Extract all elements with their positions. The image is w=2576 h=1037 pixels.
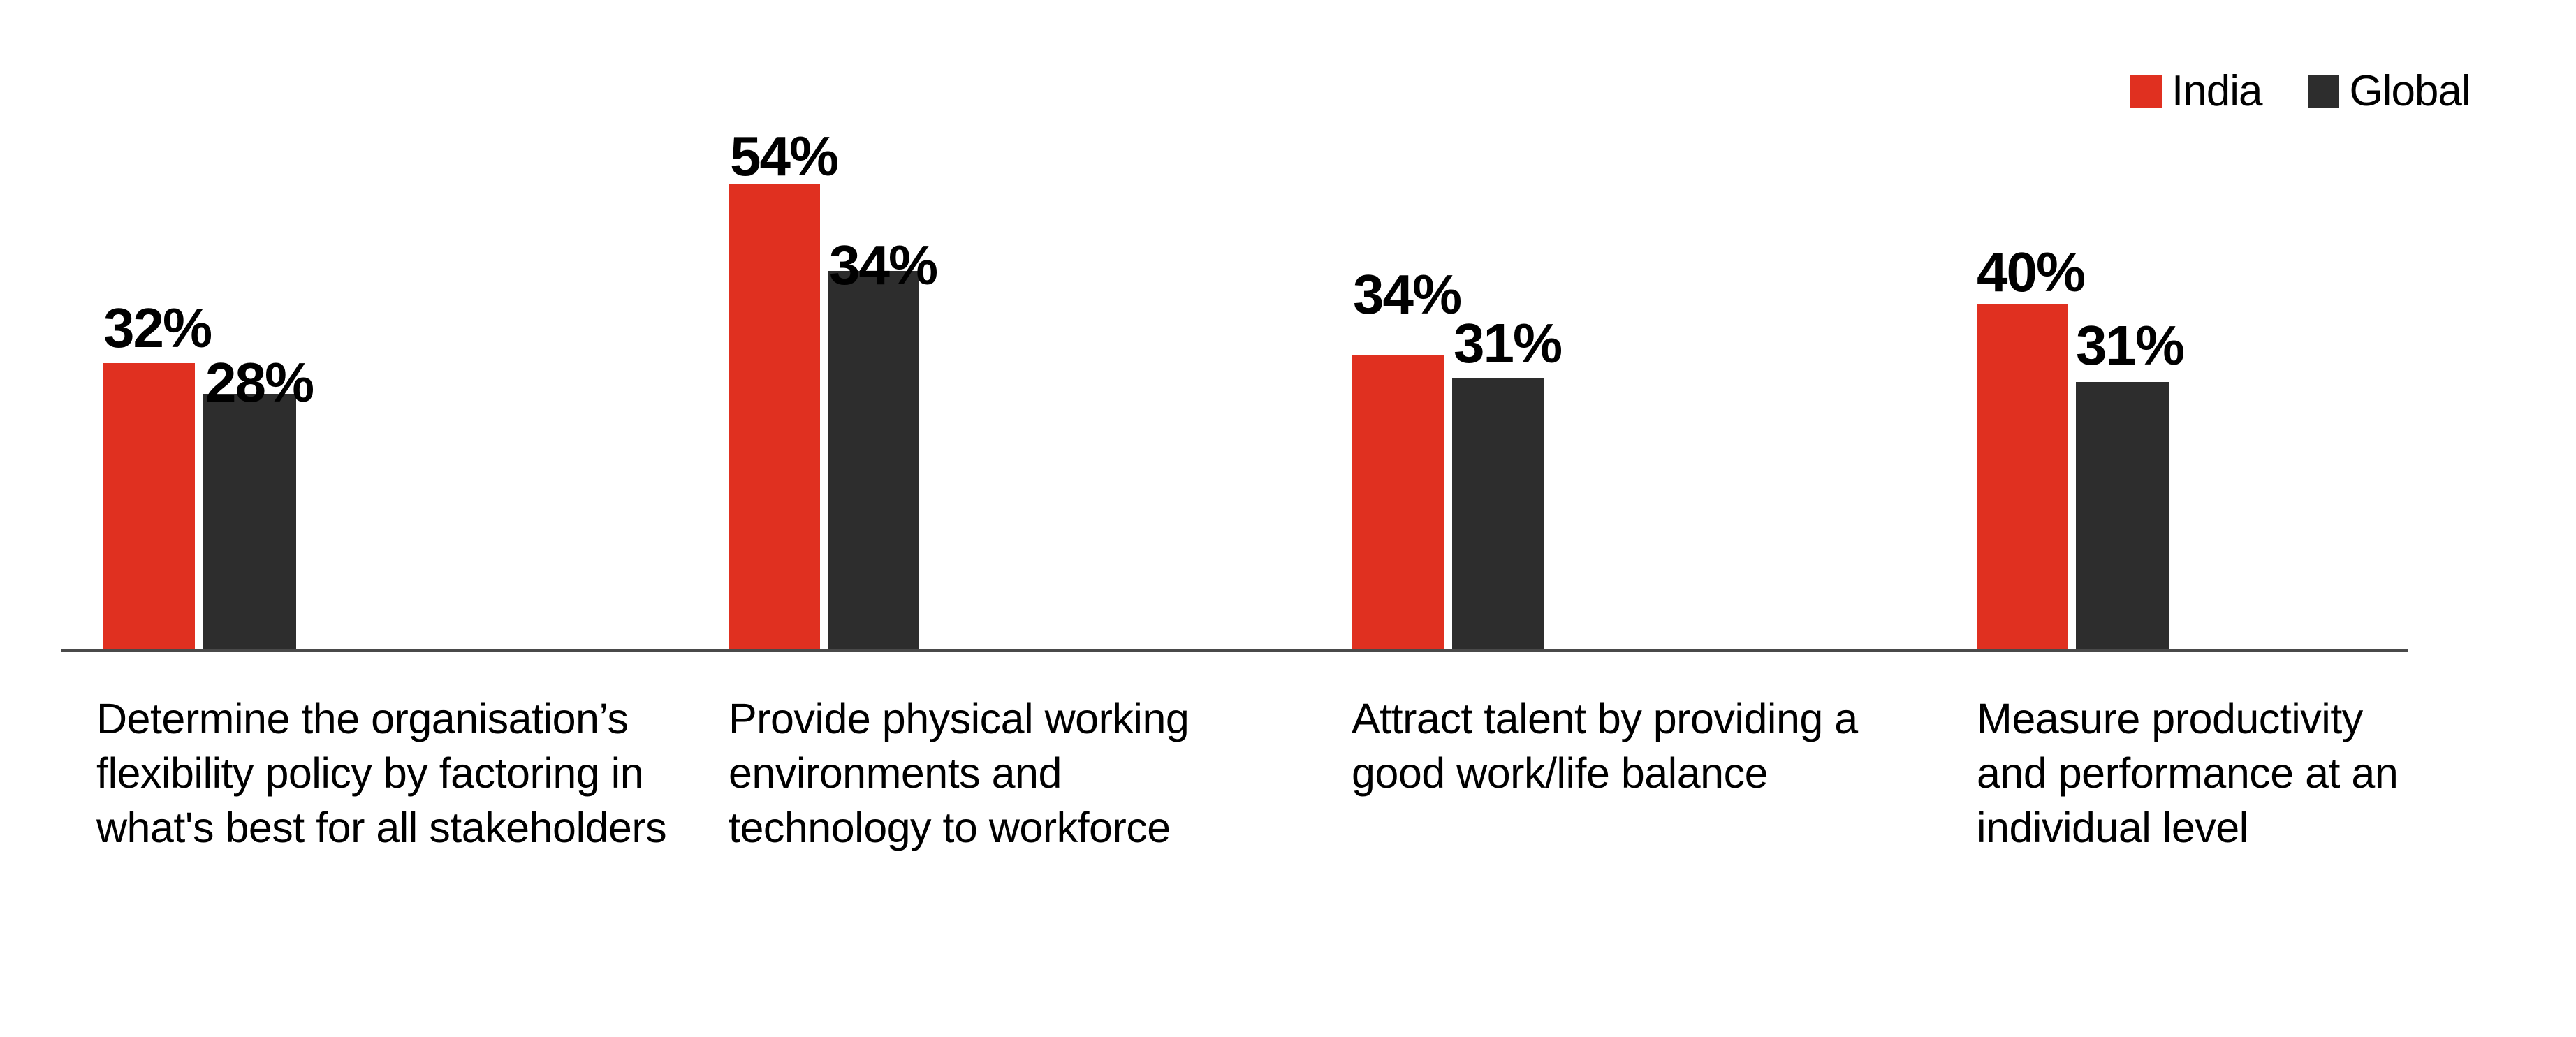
category-label-group-1: Determine the organisation’s flexibility… xyxy=(96,695,667,851)
value-label-india-group-2: 54% xyxy=(730,125,839,187)
value-label-global-group-1: 28% xyxy=(205,351,314,413)
bar-global-group-2 xyxy=(828,271,919,649)
value-label-global-group-3: 31% xyxy=(1454,312,1563,374)
category-label-group-4: Measure productivity and performance at … xyxy=(1977,695,2399,851)
bar-global-group-1 xyxy=(203,394,296,649)
legend-swatch-global xyxy=(2308,75,2340,108)
value-label-india-group-1: 32% xyxy=(103,297,212,359)
legend-label-india: India xyxy=(2172,67,2262,115)
bar-global-group-3 xyxy=(1452,378,1544,649)
legend-label-global: Global xyxy=(2349,67,2471,115)
legend-swatch-india xyxy=(2130,75,2162,108)
bar-india-group-3 xyxy=(1352,355,1444,649)
value-label-global-group-4: 31% xyxy=(2076,314,2185,376)
legend-item-global: Global xyxy=(2308,67,2471,115)
value-label-india-group-4: 40% xyxy=(1977,241,2086,303)
bar-global-group-4 xyxy=(2076,382,2169,649)
legend-item-india: India xyxy=(2130,70,2262,113)
value-label-india-group-3: 34% xyxy=(1353,263,1462,325)
bar-india-group-2 xyxy=(729,184,820,649)
bar-india-group-1 xyxy=(103,363,195,649)
value-label-global-group-2: 34% xyxy=(829,234,938,296)
bar-india-group-4 xyxy=(1977,304,2068,649)
category-label-group-2: Provide physical working environments an… xyxy=(729,695,1190,851)
x-axis-baseline xyxy=(61,649,2408,652)
category-label-group-3: Attract talent by providing a good work/… xyxy=(1352,695,1858,797)
legend: India Global xyxy=(2130,70,2471,113)
